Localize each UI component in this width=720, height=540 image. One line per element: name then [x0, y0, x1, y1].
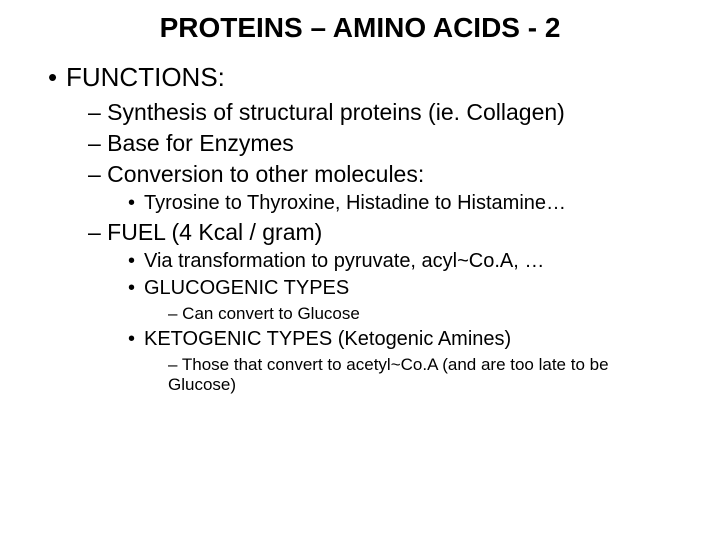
via-text: Via transformation to pyruvate, acyl~Co.… [144, 250, 544, 272]
sub-via-transform: •Via transformation to pyruvate, acyl~Co… [128, 250, 690, 273]
ketogenic-text: KETOGENIC TYPES (Ketogenic Amines) [144, 328, 511, 350]
sub-conversion: – Conversion to other molecules: [88, 161, 690, 188]
tyrosine-text: Tyrosine to Thyroxine, Histadine to Hist… [144, 192, 566, 214]
sub-fuel: – FUEL (4 Kcal / gram) [88, 219, 690, 246]
dot-icon: • [128, 250, 144, 273]
sub-glucogenic: •GLUCOGENIC TYPES [128, 277, 690, 300]
slide-title: PROTEINS – AMINO ACIDS - 2 [30, 12, 690, 44]
glucogenic-text: GLUCOGENIC TYPES [144, 277, 349, 299]
dot-icon: • [48, 62, 66, 93]
sub-base-enzymes: – Base for Enzymes [88, 130, 690, 157]
sub-acetyl-convert: – Those that convert to acetyl~Co.A (and… [168, 355, 690, 395]
dot-icon: • [128, 277, 144, 300]
sub-synthesis: – Synthesis of structural proteins (ie. … [88, 99, 690, 126]
functions-label: FUNCTIONS: [66, 62, 225, 92]
dot-icon: • [128, 192, 144, 215]
sub-ketogenic: •KETOGENIC TYPES (Ketogenic Amines) [128, 328, 690, 351]
sub-tyrosine: •Tyrosine to Thyroxine, Histadine to His… [128, 192, 690, 215]
bullet-functions: •FUNCTIONS: [48, 62, 690, 93]
dot-icon: • [128, 328, 144, 351]
sub-glucose-convert: – Can convert to Glucose [168, 304, 690, 324]
